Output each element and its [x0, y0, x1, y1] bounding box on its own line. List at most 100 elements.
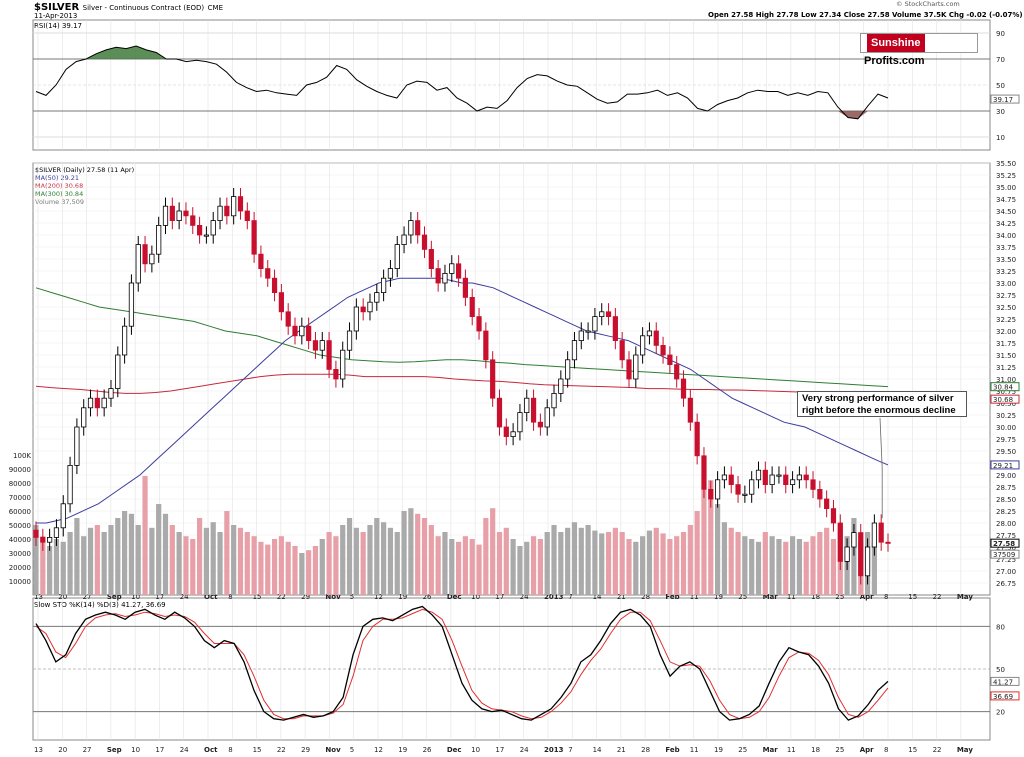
ohlc-readout: Open 27.58 High 27.78 Low 27.34 Close 27…: [708, 11, 1023, 19]
volume-bar: [749, 539, 755, 595]
candle-body: [626, 359, 632, 380]
candle-body: [858, 532, 864, 577]
candle-body: [421, 234, 428, 250]
candle-body: [271, 277, 278, 294]
volume-bar: [469, 539, 475, 595]
candle-body: [708, 488, 714, 500]
candle-body: [633, 354, 639, 380]
price-y-tick: 30.50: [996, 400, 1016, 408]
x-tick-label: 22: [933, 746, 942, 754]
volume-bar: [33, 525, 39, 595]
volume-bar: [244, 532, 250, 595]
price-y-tick: 32.25: [996, 316, 1016, 324]
symbol: $SILVER: [34, 2, 80, 13]
volume-bar: [687, 525, 693, 595]
candle-body: [530, 397, 537, 423]
volume-bar: [796, 539, 802, 595]
candle-body: [517, 412, 523, 433]
volume-bar: [626, 539, 632, 595]
sto-d-line: [35, 608, 889, 720]
volume-bar: [326, 532, 332, 595]
volume-bar: [40, 536, 46, 595]
candle-body: [599, 311, 605, 317]
volume-y-tick: 90000: [9, 466, 31, 474]
candle-body: [783, 474, 789, 485]
x-tick-label: 17: [495, 746, 504, 754]
candle-body: [851, 532, 857, 548]
volume-y-tick: 30000: [9, 550, 31, 558]
x-tick-label: 10: [471, 593, 480, 601]
volume-bar: [319, 539, 325, 595]
volume-bar: [196, 518, 203, 595]
volume-bar: [789, 536, 796, 595]
volume-bar: [496, 532, 503, 595]
brand-logo[interactable]: Sunshine Profits.com: [860, 33, 978, 67]
volume-bar: [667, 539, 673, 595]
ma300-line: [35, 287, 889, 388]
volume-bar: [483, 518, 489, 595]
candle-body: [217, 205, 223, 221]
volume-bar: [265, 544, 271, 595]
candle-body: [122, 325, 128, 356]
candle-body: [101, 397, 107, 409]
candle-body: [374, 292, 380, 303]
price-y-tick: 35.50: [996, 160, 1016, 168]
candle-body: [871, 522, 877, 548]
volume-bar: [565, 527, 571, 595]
volume-bar: [701, 490, 707, 595]
price-y-tick: 29.75: [996, 436, 1016, 444]
x-tick-label: 2013: [544, 593, 564, 601]
candle-body: [592, 316, 598, 332]
volume-bar: [708, 480, 714, 595]
volume-bar: [292, 546, 298, 595]
volume-bar: [285, 541, 291, 595]
candle-body: [558, 378, 564, 394]
legend-text: MA(300) 30.84: [35, 190, 84, 198]
price-y-tick: 27.75: [996, 532, 1016, 540]
volume-bar: [374, 518, 380, 595]
candle-body: [381, 277, 387, 294]
candle-body: [776, 474, 782, 477]
price-y-tick: 28.00: [996, 520, 1016, 528]
volume-bar: [408, 508, 414, 595]
candle-body: [265, 268, 271, 279]
rsi-y-tick: 30: [996, 108, 1005, 116]
legend-text: MA(50) 29.21: [35, 174, 80, 182]
candle-body: [251, 220, 257, 255]
x-tick-label: 19: [714, 593, 723, 601]
volume-bar: [340, 525, 346, 595]
volume-bar: [680, 532, 687, 595]
price-y-tick: 31.00: [996, 376, 1016, 384]
candle-body: [830, 508, 837, 524]
candle-body: [128, 282, 135, 327]
candle-body: [605, 311, 612, 317]
candle-body: [687, 397, 693, 423]
candle-body: [503, 426, 509, 437]
x-tick-label: 22: [933, 593, 942, 601]
volume-bar: [544, 532, 550, 595]
volume-bar: [115, 518, 121, 595]
candle-body: [551, 392, 557, 409]
x-tick-label: 19: [398, 593, 407, 601]
volume-bar: [394, 532, 400, 595]
volume-bar: [490, 508, 496, 595]
candle-body: [306, 325, 312, 342]
volume-y-tick: 80000: [9, 480, 31, 488]
legend-volume: Volume 37,509: [35, 199, 84, 206]
candle-body: [285, 311, 291, 327]
candle-body: [135, 244, 141, 284]
x-tick-label: 29: [301, 593, 310, 601]
candle-body: [156, 224, 162, 255]
candle-body: [735, 484, 741, 495]
candle-body: [619, 340, 625, 361]
price-y-tick: 31.50: [996, 352, 1016, 360]
x-tick-label: 19: [714, 746, 723, 754]
header-date: 11-Apr-2013: [34, 12, 78, 20]
rsi-oversold-fill: [36, 111, 888, 119]
legend-price: $SILVER (Daily) 27.58 (11 Apr): [35, 167, 134, 174]
candle-body: [844, 546, 850, 562]
price-y-tick: 27.00: [996, 568, 1016, 576]
volume-bar: [824, 527, 830, 595]
x-tick-label: 26: [423, 746, 432, 754]
x-tick-label: 8: [884, 746, 888, 754]
